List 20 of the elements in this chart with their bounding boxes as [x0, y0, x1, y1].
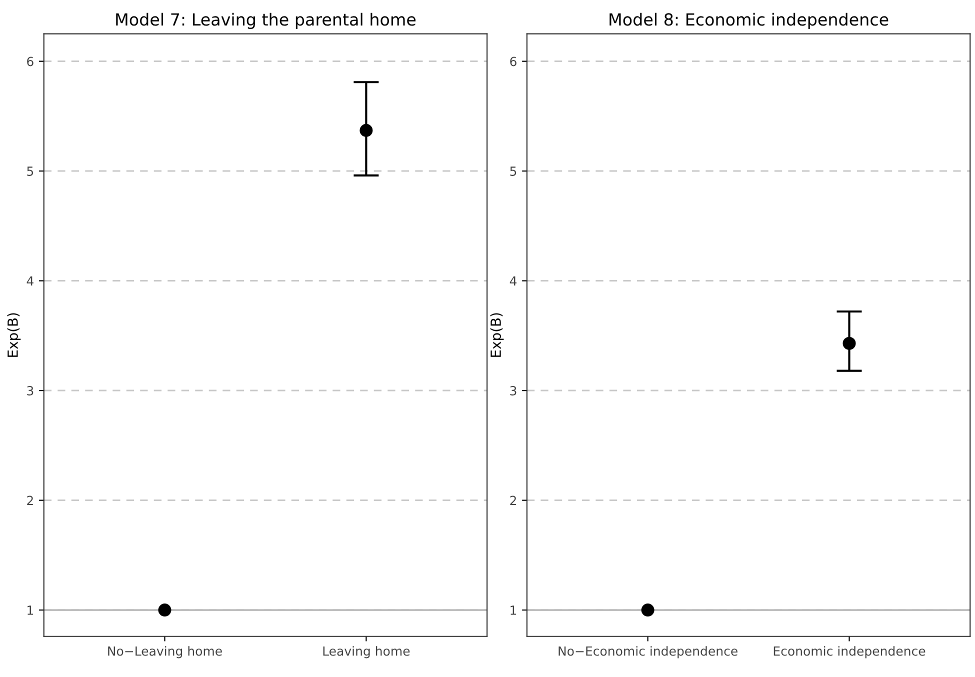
- y-tick-label: 5: [27, 166, 34, 176]
- y-tick-label: 3: [27, 386, 34, 396]
- y-tick-label: 5: [510, 166, 516, 176]
- y-tick-label: 4: [510, 276, 517, 286]
- y-axis-title: Exp(B): [7, 313, 21, 357]
- y-tick-label: 6: [27, 56, 34, 66]
- y-axis-title: Exp(B): [490, 313, 504, 357]
- chart-title: Model 8: Economic independence: [610, 12, 888, 29]
- y-tick-label: 2: [510, 496, 516, 506]
- y-tick-label: 6: [510, 56, 516, 66]
- y-tick-label: 1: [510, 606, 516, 615]
- y-tick-label: 4: [26, 276, 34, 286]
- x-tick-label: No−Economic independence: [558, 646, 738, 658]
- x-tick-label: Economic independence: [774, 646, 926, 658]
- y-tick-label: 3: [510, 386, 516, 396]
- y-tick-label: 1: [28, 606, 33, 615]
- chart-title: Model 7: Leaving the parental home: [116, 12, 416, 29]
- x-tick-label: No−Leaving home: [108, 646, 222, 658]
- y-tick-label: 2: [27, 496, 33, 506]
- x-tick-label: Leaving home: [323, 646, 410, 658]
